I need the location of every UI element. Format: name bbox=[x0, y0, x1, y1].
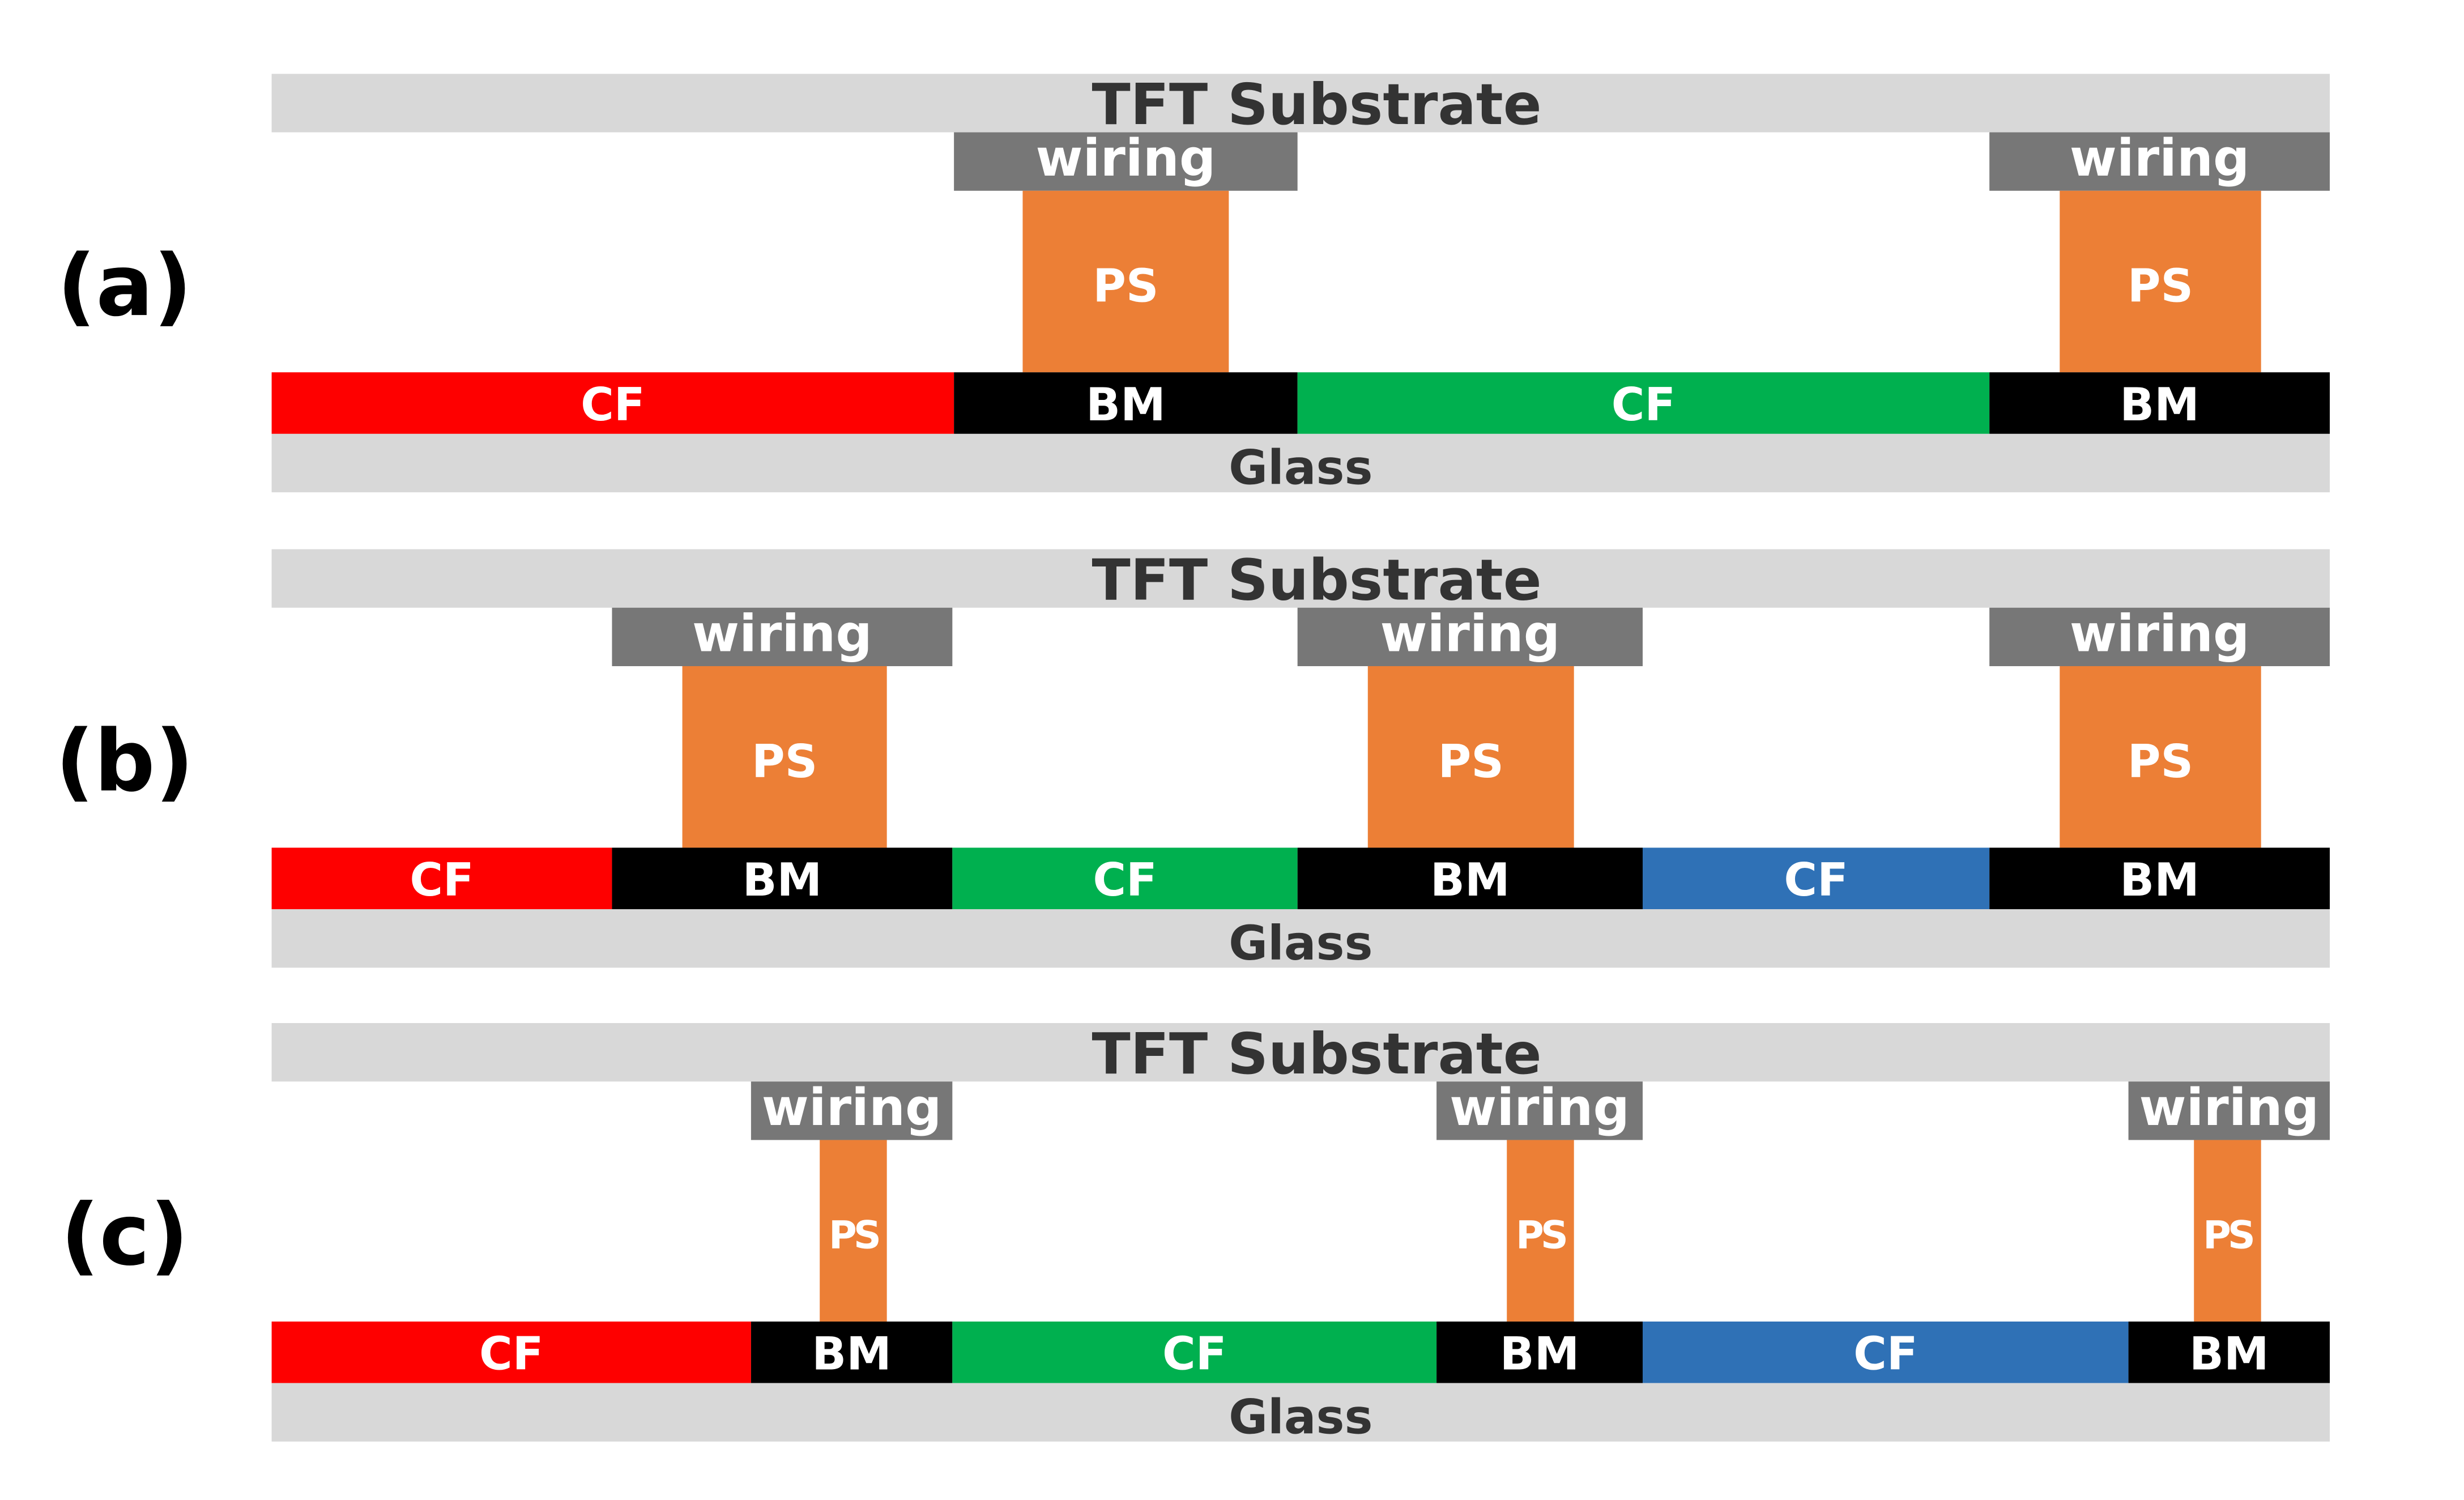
black-matrix-segment bbox=[612, 847, 953, 910]
glass-label: Glass bbox=[1229, 915, 1372, 971]
photo-spacer-label: PS bbox=[752, 735, 817, 788]
black-matrix-segment bbox=[1989, 847, 2330, 910]
panel-label: (b) bbox=[56, 712, 194, 811]
wiring-block bbox=[954, 132, 1298, 191]
wiring-label: wiring bbox=[2070, 129, 2250, 188]
glass-label: Glass bbox=[1229, 1389, 1372, 1444]
color-filter-label: CF bbox=[1162, 1327, 1226, 1380]
wiring-block bbox=[1989, 132, 2330, 191]
glass-label: Glass bbox=[1229, 440, 1372, 496]
wiring-label: wiring bbox=[1380, 604, 1560, 663]
panel-label: (c) bbox=[61, 1186, 189, 1285]
color-filter-label: CF bbox=[1784, 854, 1848, 906]
black-matrix-segment bbox=[1297, 847, 1643, 910]
color-filter-segment bbox=[271, 372, 954, 434]
photo-spacer bbox=[1367, 666, 1574, 848]
black-matrix-segment bbox=[2128, 1321, 2330, 1383]
photo-spacer bbox=[1507, 1140, 1574, 1322]
photo-spacer bbox=[2194, 1140, 2261, 1322]
color-filter-label: CF bbox=[581, 378, 645, 431]
color-filter-label: CF bbox=[479, 1327, 543, 1380]
wiring-block bbox=[2128, 1081, 2330, 1140]
photo-spacer bbox=[682, 666, 887, 848]
color-filter-segment bbox=[952, 847, 1298, 910]
photo-spacer bbox=[2060, 190, 2261, 373]
color-filter-segment bbox=[1643, 1321, 2129, 1383]
wiring-label: wiring bbox=[2070, 604, 2250, 663]
black-matrix-label: BM bbox=[2120, 854, 2199, 906]
panel-label: (a) bbox=[57, 237, 192, 335]
color-filter-label: CF bbox=[1853, 1327, 1917, 1380]
color-filter-segment bbox=[952, 1321, 1437, 1383]
glass-layer bbox=[271, 1383, 2330, 1442]
tft-substrate-label: TFT Substrate bbox=[1092, 547, 1541, 613]
wiring-block bbox=[751, 1081, 953, 1140]
wiring-block bbox=[612, 607, 953, 666]
photo-spacer-label: PS bbox=[1438, 735, 1504, 788]
photo-spacer-label: PS bbox=[1516, 1213, 1566, 1258]
photo-spacer-label: PS bbox=[1093, 260, 1158, 313]
color-filter-segment bbox=[271, 847, 612, 910]
wiring-block bbox=[1989, 607, 2330, 666]
black-matrix-label: BM bbox=[1086, 378, 1166, 431]
photo-spacer bbox=[820, 1140, 887, 1322]
photo-spacer-label: PS bbox=[829, 1213, 879, 1258]
black-matrix-segment bbox=[1436, 1321, 1643, 1383]
tft-substrate-layer bbox=[271, 74, 2330, 133]
tft-substrate-label: TFT Substrate bbox=[1092, 71, 1541, 138]
black-matrix-label: BM bbox=[2189, 1327, 2269, 1380]
tft-substrate-layer bbox=[271, 549, 2330, 608]
wiring-label: wiring bbox=[692, 604, 872, 663]
wiring-label: wiring bbox=[1450, 1078, 1630, 1137]
color-filter-label: CF bbox=[1093, 854, 1157, 906]
black-matrix-label: BM bbox=[812, 1327, 892, 1380]
black-matrix-segment bbox=[954, 372, 1298, 434]
color-filter-label: CF bbox=[1612, 378, 1676, 431]
black-matrix-segment bbox=[1989, 372, 2330, 434]
glass-layer bbox=[271, 433, 2330, 493]
black-matrix-segment bbox=[751, 1321, 953, 1383]
color-filter-segment bbox=[1297, 372, 1990, 434]
black-matrix-label: BM bbox=[1430, 854, 1510, 906]
color-filter-segment bbox=[1643, 847, 1990, 910]
tft-substrate-layer bbox=[271, 1023, 2330, 1082]
photo-spacer-label: PS bbox=[2128, 260, 2193, 313]
wiring-label: wiring bbox=[762, 1078, 942, 1137]
black-matrix-label: BM bbox=[743, 854, 822, 906]
tft-substrate-label: TFT Substrate bbox=[1092, 1021, 1541, 1087]
wiring-block bbox=[1436, 1081, 1643, 1140]
photo-spacer-label: PS bbox=[2203, 1213, 2253, 1258]
color-filter-segment bbox=[271, 1321, 751, 1383]
wiring-label: wiring bbox=[2139, 1078, 2319, 1137]
photo-spacer bbox=[1022, 190, 1229, 373]
black-matrix-label: BM bbox=[1500, 1327, 1580, 1380]
color-filter-label: CF bbox=[410, 854, 474, 906]
photo-spacer-label: PS bbox=[2128, 735, 2193, 788]
wiring-label: wiring bbox=[1036, 129, 1216, 188]
glass-layer bbox=[271, 909, 2330, 968]
wiring-block bbox=[1297, 607, 1643, 666]
black-matrix-label: BM bbox=[2120, 378, 2199, 431]
photo-spacer bbox=[2060, 666, 2261, 848]
